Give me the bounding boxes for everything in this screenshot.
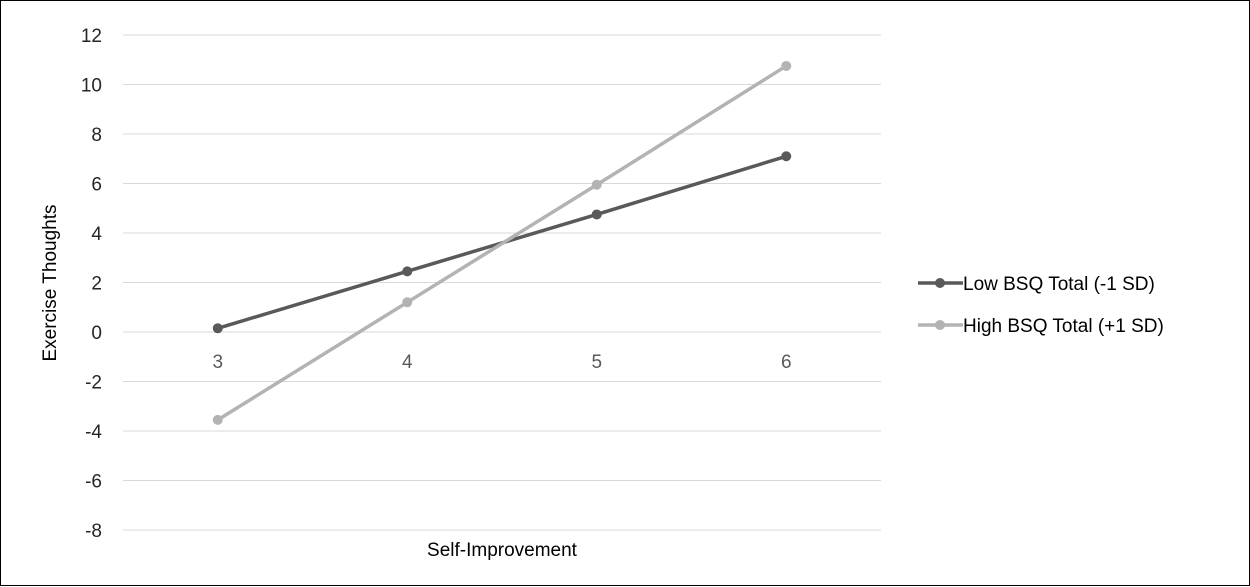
x-category-label: 6 [781,352,792,373]
legend-marker [935,320,945,330]
series-lines [212,60,792,425]
x-category-label: 5 [591,352,602,373]
x-category-label: 3 [212,352,223,373]
data-point [212,414,223,425]
y-tick-label: -2 [85,373,102,394]
y-tick-label: 2 [91,274,102,295]
data-point [402,297,413,308]
y-tick-label: 8 [91,125,102,146]
y-tick-label: 6 [91,175,102,196]
x-axis-label: Self-Improvement [427,540,578,561]
legend-marker [935,278,945,288]
x-axis-categories: 3 4 5 6 [212,352,791,373]
y-tick-label: 12 [81,26,102,47]
gridlines [123,34,881,531]
data-point [591,209,602,220]
y-axis-ticks: 12 10 8 6 4 2 0 -2 -4 -6 -8 [81,26,103,542]
y-tick-label: 0 [91,323,102,344]
legend-label: Low BSQ Total (-1 SD) [963,274,1155,295]
x-category-label: 4 [402,352,413,373]
data-point [781,60,792,71]
legend-item: High BSQ Total (+1 SD) [918,316,1164,337]
data-point [402,266,413,277]
legend: Low BSQ Total (-1 SD) High BSQ Total (+1 … [918,274,1164,337]
data-point [781,151,792,162]
y-tick-label: 4 [91,224,102,245]
legend-label: High BSQ Total (+1 SD) [963,316,1164,337]
legend-item: Low BSQ Total (-1 SD) [918,274,1155,295]
y-tick-label: -6 [85,472,102,493]
data-point [591,179,602,190]
y-tick-label: -8 [85,521,102,542]
y-axis-label: Exercise Thoughts [40,204,61,361]
data-point [212,323,223,334]
series-line-high-bsq [216,64,788,422]
y-tick-label: -4 [85,422,102,443]
y-tick-label: 10 [81,76,102,97]
